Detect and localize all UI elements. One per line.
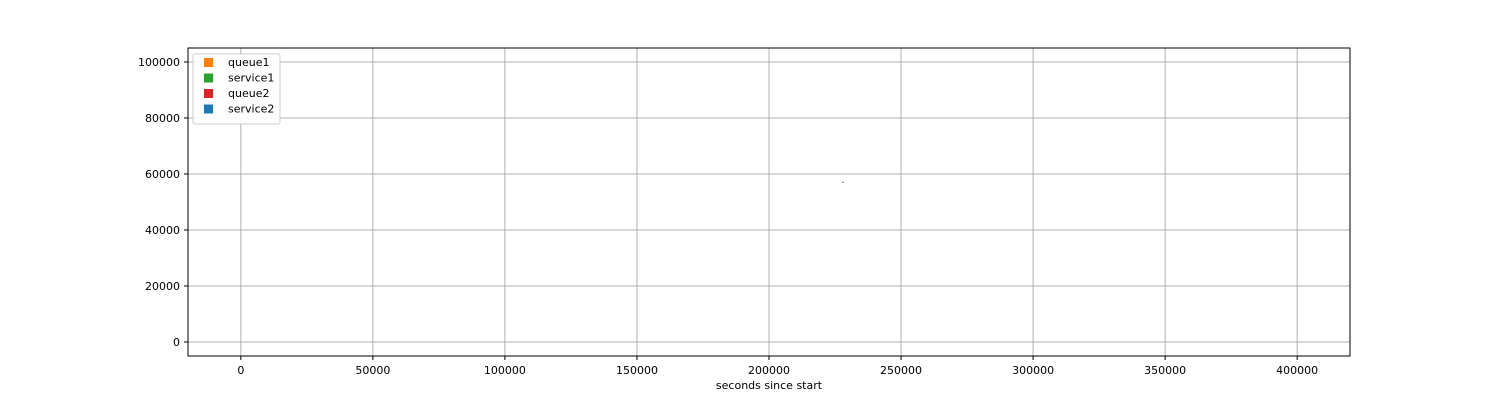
- x-tick-label: 0: [237, 364, 244, 377]
- chart-marks: [842, 181, 844, 183]
- x-axis: 0 50000 100000 150000 200000 250000 300000 3500…: [237, 356, 1318, 377]
- x-tick-label: 350000: [1144, 364, 1186, 377]
- legend-swatch-service2: [204, 104, 213, 114]
- legend: queue1 service1 queue2 service2: [192, 53, 281, 125]
- legend-swatch-queue2: [204, 89, 213, 98]
- data-point-service2: [842, 181, 844, 183]
- y-tick-label: 40000: [145, 224, 180, 237]
- y-tick-label: 100000: [138, 56, 180, 69]
- legend-swatch-service1: [204, 73, 213, 83]
- x-tick-label: 300000: [1012, 364, 1054, 377]
- x-tick-label: 400000: [1276, 364, 1318, 377]
- y-tick-label: 0: [173, 336, 180, 349]
- x-tick-label: 200000: [748, 364, 790, 377]
- legend-label-service1: service1: [228, 72, 274, 85]
- y-tick-label: 60000: [145, 168, 180, 181]
- x-tick-label: 250000: [880, 364, 922, 377]
- x-tick-label: 100000: [484, 364, 526, 377]
- y-axis: 0 20000 40000 60000 80000 100000: [138, 56, 188, 349]
- legend-label-queue1: queue1: [228, 56, 269, 69]
- legend-label-queue2: queue2: [228, 87, 269, 100]
- x-tick-label: 50000: [355, 364, 390, 377]
- legend-swatch-queue1: [204, 58, 213, 67]
- x-tick-label: 150000: [616, 364, 658, 377]
- y-tick-label: 20000: [145, 280, 180, 293]
- grid: [188, 48, 1350, 356]
- y-tick-label: 80000: [145, 112, 180, 125]
- x-axis-title: seconds since start: [716, 379, 823, 392]
- legend-box: [192, 53, 281, 125]
- legend-label-service2: service2: [228, 103, 274, 116]
